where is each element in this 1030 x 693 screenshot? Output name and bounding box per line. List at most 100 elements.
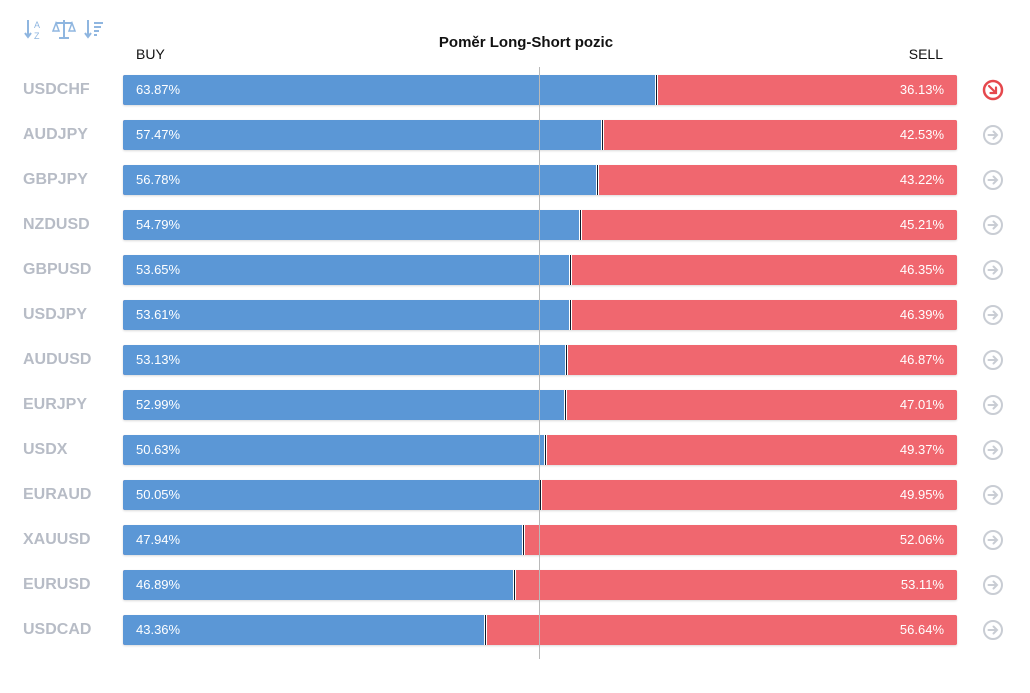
arrow-right-icon[interactable] [982,619,1004,641]
buy-percent: 53.13% [136,352,181,367]
sort-alpha-icon[interactable]: A Z [22,16,46,42]
buy-percent: 52.99% [136,397,181,412]
buy-fill [123,300,570,330]
buy-percent: 57.47% [136,127,181,142]
pair-label: USDCHF [23,81,90,98]
sell-fill [540,480,957,510]
page-title: Poměr Long-Short pozic [438,34,614,51]
pair-label: AUDJPY [23,126,88,143]
buy-percent: 46.89% [136,577,181,592]
svg-text:A: A [34,20,40,30]
buy-fill [123,345,566,375]
ratio-row[interactable]: EURAUD 50.05% 49.95% [0,476,1030,521]
ratio-divider [570,300,571,330]
sell-fill [545,435,957,465]
arrow-right-icon[interactable] [982,484,1004,506]
arrow-right-icon[interactable] [982,349,1004,371]
pair-label: GBPUSD [23,261,92,278]
ratio-row[interactable]: EURUSD 46.89% 53.11% [0,566,1030,611]
ratio-row[interactable]: GBPJPY 56.78% 43.22% [0,161,1030,206]
svg-text:Z: Z [34,31,40,41]
buy-fill [123,480,540,510]
ratio-row[interactable]: AUDUSD 53.13% 46.87% [0,341,1030,386]
sell-fill [570,300,957,330]
pair-label: EURJPY [23,396,88,413]
sort-descending-icon[interactable] [82,16,106,42]
pair-label: XAUUSD [23,531,91,548]
ratio-divider [566,345,567,375]
ratio-bar: 52.99% 47.01% [123,390,957,420]
ratio-divider [485,615,486,645]
arrow-right-icon[interactable] [982,304,1004,326]
sell-fill [602,120,957,150]
ratio-divider [540,480,541,510]
sell-percent: 52.06% [899,532,944,547]
ratio-row[interactable]: USDX 50.63% 49.37% [0,431,1030,476]
arrow-right-icon[interactable] [982,214,1004,236]
sell-percent: 46.87% [899,352,944,367]
ratio-divider [580,210,581,240]
buy-fill [123,525,523,555]
ratio-row[interactable]: EURJPY 52.99% 47.01% [0,386,1030,431]
sell-fill [565,390,957,420]
sell-fill [566,345,957,375]
sell-fill [597,165,957,195]
buy-percent: 43.36% [136,622,181,637]
ratio-divider [514,570,515,600]
pair-label: USDCAD [23,621,92,638]
arrow-right-icon[interactable] [982,529,1004,551]
pair-label: NZDUSD [23,216,90,233]
sell-fill [523,525,957,555]
ratio-row[interactable]: NZDUSD 54.79% 45.21% [0,206,1030,251]
arrow-right-icon[interactable] [982,124,1004,146]
buy-fill [123,435,545,465]
buy-percent: 47.94% [136,532,181,547]
sell-percent: 53.11% [900,577,944,592]
ratio-row[interactable]: USDCAD 43.36% 56.64% [0,611,1030,656]
ratio-row[interactable]: USDCHF 63.87% 36.13% [0,71,1030,116]
ratio-bar: 53.13% 46.87% [123,345,957,375]
buy-fill [123,255,570,285]
ratio-bar: 50.05% 49.95% [123,480,957,510]
arrow-right-icon[interactable] [982,169,1004,191]
arrow-right-icon[interactable] [982,394,1004,416]
balance-scale-icon[interactable] [52,16,76,42]
arrow-right-icon[interactable] [982,574,1004,596]
buy-percent: 63.87% [136,82,181,97]
buy-fill [123,210,580,240]
ratio-bar: 50.63% 49.37% [123,435,957,465]
sell-percent: 49.37% [899,442,944,457]
ratio-divider [656,75,657,105]
sell-fill [485,615,957,645]
sell-percent: 46.39% [899,307,944,322]
sell-fill [656,75,957,105]
arrow-down-right-icon[interactable] [982,79,1004,101]
ratio-bar: 63.87% 36.13% [123,75,957,105]
ratio-row[interactable]: GBPUSD 53.65% 46.35% [0,251,1030,296]
buy-percent: 53.65% [136,262,181,277]
buy-fill [123,75,656,105]
ratio-row[interactable]: USDJPY 53.61% 46.39% [0,296,1030,341]
arrow-right-icon[interactable] [982,259,1004,281]
ratio-divider [565,390,566,420]
pair-label: GBPJPY [23,171,88,188]
sell-percent: 36.13% [899,82,944,97]
buy-percent: 56.78% [136,172,181,187]
ratio-bar: 56.78% 43.22% [123,165,957,195]
ratio-bar: 54.79% 45.21% [123,210,957,240]
buy-fill [123,615,485,645]
ratio-row[interactable]: AUDJPY 57.47% 42.53% [0,116,1030,161]
ratio-row[interactable]: XAUUSD 47.94% 52.06% [0,521,1030,566]
sell-percent: 46.35% [899,262,944,277]
ratio-divider [523,525,524,555]
sell-fill [570,255,957,285]
buy-percent: 50.63% [136,442,181,457]
ratio-divider [602,120,603,150]
ratio-bar: 46.89% 53.11% [123,570,957,600]
ratio-bar: 47.94% 52.06% [123,525,957,555]
ratio-bar: 57.47% 42.53% [123,120,957,150]
arrow-right-icon[interactable] [982,439,1004,461]
pair-label: AUDUSD [23,351,92,368]
pair-label: EURUSD [23,576,91,593]
center-line [539,67,540,659]
